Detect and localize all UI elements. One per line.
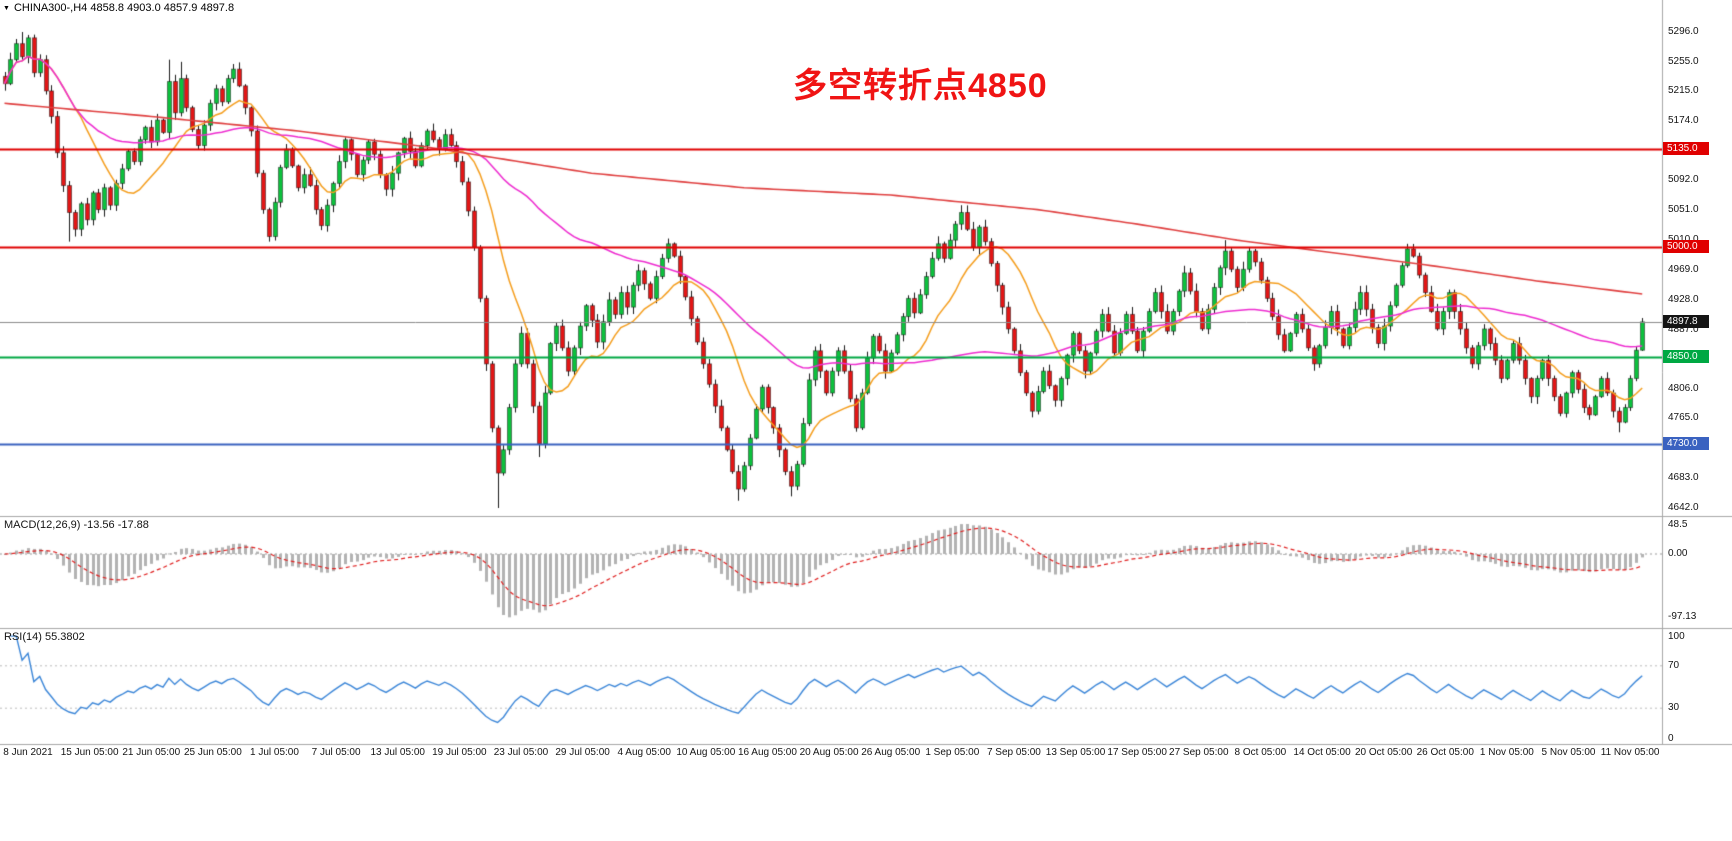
rsi-tick-label: 70: [1668, 659, 1680, 671]
time-axis-label: 26 Aug 05:00: [861, 747, 921, 758]
price-level-label[interactable]: 4850.0: [1663, 349, 1709, 363]
time-axis-label: 1 Sep 05:00: [925, 747, 980, 758]
time-axis-label: 27 Sep 05:00: [1169, 747, 1229, 758]
rsi-tick-label: 30: [1668, 702, 1680, 714]
time-axis-label: 23 Jul 05:00: [493, 747, 549, 758]
time-axis-label: 29 Jul 05:00: [555, 747, 610, 758]
price-tick-label: 4887.0: [1668, 323, 1699, 335]
rsi-axis: 100 70 30 0: [1664, 0, 1732, 745]
price-level-label[interactable]: 5135.0: [1663, 142, 1709, 156]
time-axis-label: 19 Jul 05:00: [432, 747, 487, 758]
time-axis-label: 16 Aug 05:00: [737, 747, 797, 758]
macd-tick-label: -97.13: [1668, 611, 1697, 623]
time-axis-label: 1 Jul 05:00: [250, 747, 299, 758]
price-tick-label: 5092.0: [1668, 174, 1699, 186]
time-axis-label: 11 Nov 05:00: [1600, 747, 1660, 758]
time-axis-label: 7 Jul 05:00: [311, 747, 361, 758]
time-axis-label: 13 Sep 05:00: [1045, 747, 1106, 758]
price-level-label[interactable]: 4730.0: [1663, 436, 1709, 450]
time-axis-label: 25 Jun 05:00: [183, 747, 242, 758]
macd-indicator-label: MACD(12,26,9) -13.56 -17.88: [4, 519, 149, 531]
price-tick-label: 5296.0: [1668, 26, 1699, 37]
rsi-tick-label: 0: [1668, 733, 1674, 744]
time-axis-label: 8 Oct 05:00: [1234, 747, 1287, 758]
macd-tick-label: 48.5: [1668, 519, 1688, 530]
rsi-tick-label: 100: [1668, 631, 1685, 642]
price-tick-label: 5174.0: [1668, 114, 1699, 126]
time-axis-label: 1 Nov 05:00: [1479, 747, 1534, 758]
price-level-labels: 5135.0 5000.0 4850.0 4730.0 4897.8: [1663, 0, 1732, 745]
price-axis[interactable]: 5296.05255.05215.05174.05133.05092.05051…: [1664, 0, 1732, 745]
time-axis-label: 20 Aug 05:00: [799, 747, 859, 758]
time-axis-label: 4 Aug 05:00: [617, 747, 671, 758]
price-tick-label: 5010.0: [1668, 234, 1699, 245]
price-tick-label: 4806.0: [1668, 382, 1699, 394]
time-axis-label: 21 Jun 05:00: [122, 747, 181, 758]
symbol-info-bar: ▼ CHINA300-,H4 4858.8 4903.0 4857.9 4897…: [3, 2, 234, 14]
price-tick-label: 4765.0: [1668, 412, 1699, 424]
time-axis-label: 20 Oct 05:00: [1354, 747, 1413, 758]
time-axis-label: 13 Jul 05:00: [370, 747, 425, 758]
time-axis[interactable]: 8 Jun 2021 15 Jun 05:00 21 Jun 05:00 25 Jun…: [0, 746, 1732, 762]
time-axis-label: 17 Sep 05:00: [1107, 747, 1167, 758]
time-axis-label: 26 Oct 05:00: [1416, 747, 1474, 758]
chart-annotation-text[interactable]: 多空转折点4850: [793, 67, 1048, 105]
macd-tick-label: 0.00: [1668, 548, 1688, 559]
current-price-label: 4897.8: [1663, 314, 1709, 328]
price-tick-label: 5215.0: [1668, 84, 1699, 96]
time-axis-label: 15 Jun 05:00: [60, 747, 119, 758]
price-tick-label: 4683.0: [1668, 472, 1699, 484]
symbol-ohlc-text: CHINA300-,H4 4858.8 4903.0 4857.9 4897.8: [13, 2, 235, 14]
symbol-dropdown-icon[interactable]: ▼: [3, 4, 10, 12]
price-tick-label: 4642.0: [1668, 502, 1699, 513]
time-axis-label: 14 Oct 05:00: [1293, 747, 1351, 758]
price-level-label[interactable]: 5000.0: [1663, 240, 1709, 254]
rsi-indicator-label: RSI(14) 55.3802: [4, 631, 85, 643]
macd-axis: 48.5 0.00 -97.13: [1664, 0, 1732, 745]
time-axis-label: 10 Aug 05:00: [676, 747, 736, 758]
price-tick-label: 5255.0: [1668, 55, 1699, 67]
price-tick-label: 4969.0: [1668, 264, 1699, 275]
time-axis-label: 8 Jun 2021: [3, 747, 53, 758]
time-axis-label: 5 Nov 05:00: [1541, 747, 1596, 758]
time-axis-label: 7 Sep 05:00: [986, 747, 1041, 758]
price-tick-label: 5051.0: [1668, 204, 1699, 216]
price-tick-label: 4928.0: [1668, 293, 1699, 305]
